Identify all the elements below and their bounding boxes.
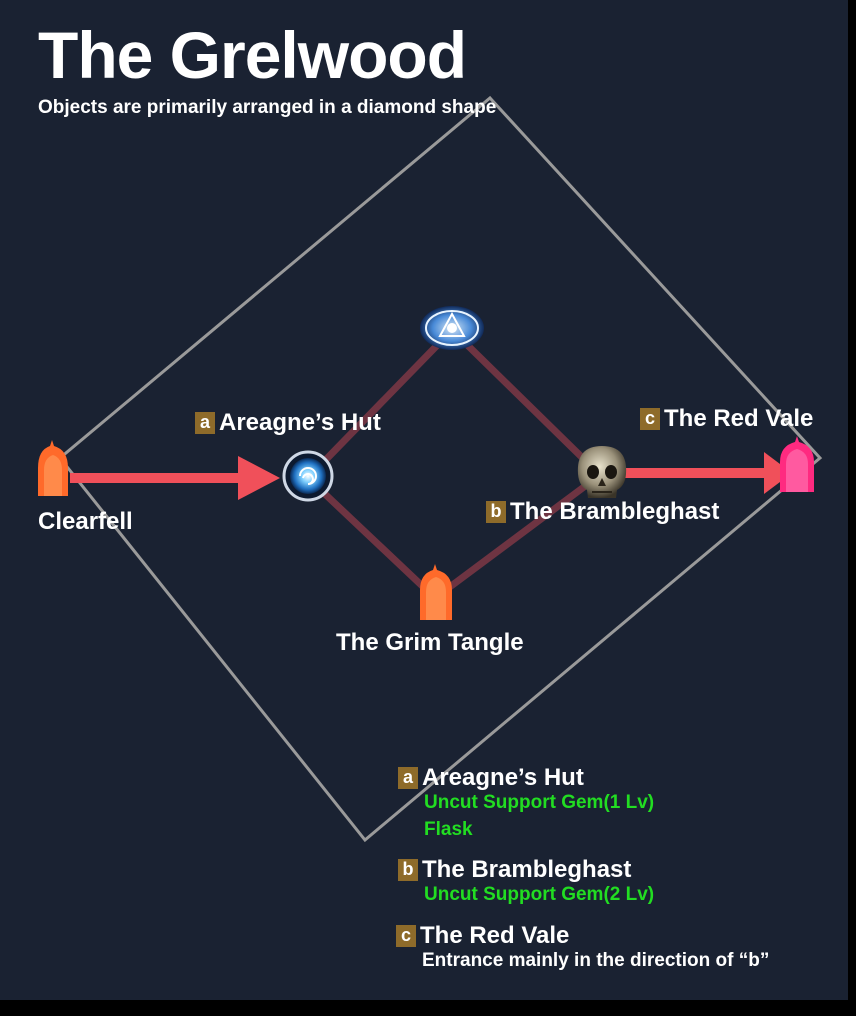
marker-badge-a: a <box>195 412 215 434</box>
area-exit-icon-grim-tangle[interactable] <box>420 564 452 620</box>
legend-title: The Brambleghast <box>422 856 632 883</box>
area-exit-icon-red-vale[interactable] <box>780 436 814 492</box>
legend-badge-a: a <box>398 767 418 789</box>
location-name: The Red Vale <box>664 405 814 432</box>
diamond-outline <box>57 95 823 843</box>
location-name: Areagne’s Hut <box>219 409 381 436</box>
location-label-red-vale[interactable]: c The Red Vale <box>640 407 813 431</box>
skull-boss-icon[interactable] <box>577 446 627 498</box>
portal-icon[interactable] <box>282 450 334 502</box>
legend-title: The Red Vale <box>420 922 570 949</box>
legend-item-b: b The Brambleghast Uncut Support Gem(2 Lv… <box>398 858 654 909</box>
marker-badge-b: b <box>486 501 506 523</box>
location-label-areagne-hut[interactable]: a Areagne’s Hut <box>195 411 381 435</box>
inner-route-path <box>305 326 604 602</box>
location-label-grim-tangle[interactable]: The Grim Tangle <box>336 631 524 655</box>
legend-item-a: a Areagne’s Hut Uncut Support Gem(1 Lv) F… <box>398 766 654 843</box>
legend-item-c: c The Red Vale Entrance mainly in the dir… <box>396 924 769 975</box>
legend-badge-b: b <box>398 859 418 881</box>
waypoint-entrance-icon[interactable] <box>38 440 68 496</box>
location-name: The Grim Tangle <box>336 629 524 656</box>
map-panel: The Grelwood Objects are primarily arran… <box>0 0 848 1000</box>
legend-reward: Flask <box>424 818 473 840</box>
location-name: The Brambleghast <box>510 498 720 525</box>
location-label-clearfell[interactable]: Clearfell <box>38 510 133 534</box>
route-arrow-clearfell-to-hut <box>70 456 280 500</box>
legend-reward: Uncut Support Gem(1 Lv) <box>424 792 655 813</box>
checkpoint-rune-icon[interactable] <box>420 306 484 350</box>
legend-note: Entrance mainly in the direction of “b” <box>422 950 770 971</box>
location-name: Clearfell <box>38 508 133 535</box>
marker-badge-c: c <box>640 408 660 430</box>
legend-badge-c: c <box>396 925 416 947</box>
map-subtitle: Objects are primarily arranged in a diam… <box>38 97 497 118</box>
map-title: The Grelwood <box>38 18 467 92</box>
route-arrow-brambleghast-to-red-vale <box>622 452 792 494</box>
legend-title: Areagne’s Hut <box>422 764 584 791</box>
location-label-brambleghast[interactable]: b The Brambleghast <box>486 500 719 524</box>
map-canvas <box>38 95 823 843</box>
legend-reward: Uncut Support Gem(2 Lv) <box>424 884 655 905</box>
